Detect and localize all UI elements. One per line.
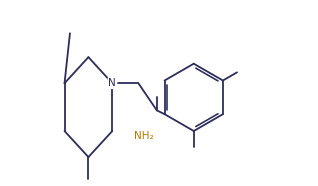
Text: N: N [108,78,116,88]
Text: NH₂: NH₂ [134,132,154,141]
